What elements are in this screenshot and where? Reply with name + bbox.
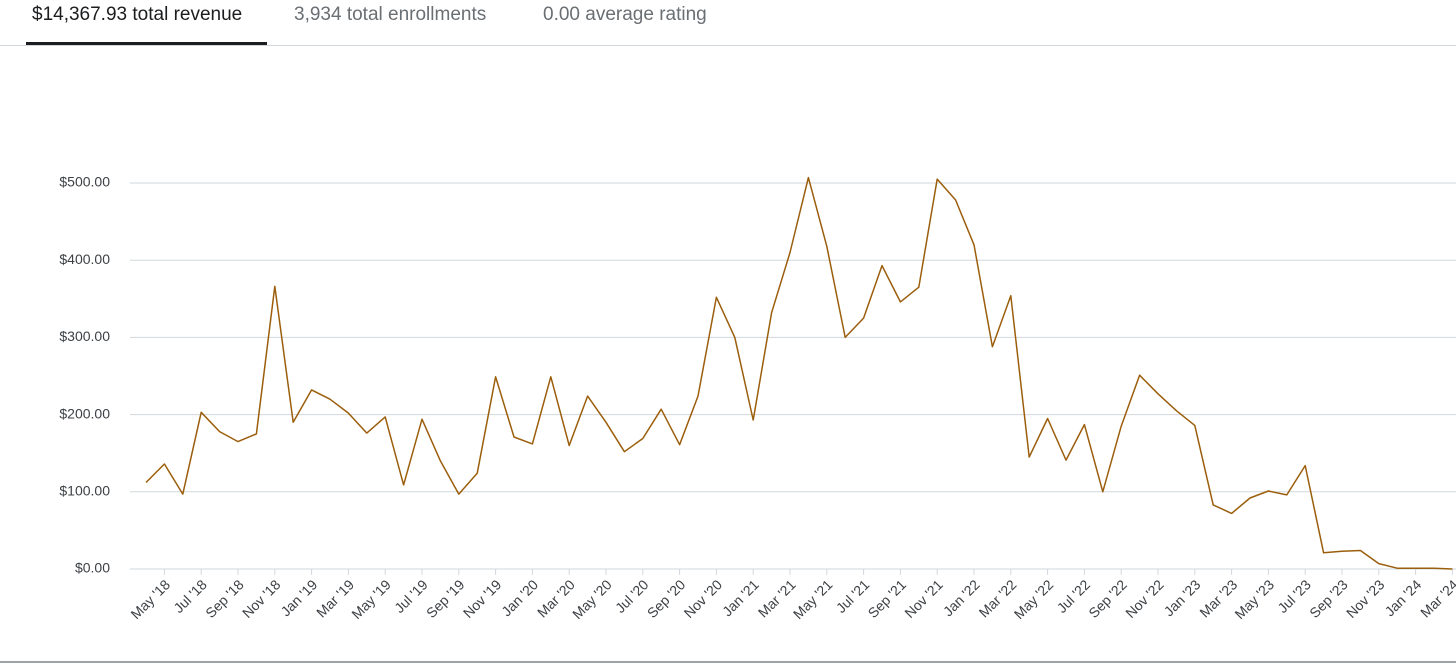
tab[interactable]: $14,367.93 total revenue <box>32 4 243 25</box>
x-tick-label: Nov '23 <box>1343 576 1388 621</box>
x-tick-label: Jan '20 <box>498 576 541 619</box>
x-tick-label: May '19 <box>348 576 394 622</box>
x-tick-label: May '23 <box>1231 576 1277 622</box>
x-tick-label: Jan '24 <box>1381 576 1424 619</box>
y-tick-label: $200.00 <box>59 405 110 421</box>
x-tick-label: Sep '20 <box>644 576 689 621</box>
x-tick-label: Nov '20 <box>681 576 726 621</box>
x-tick-label: Sep '22 <box>1085 576 1130 621</box>
y-tick-label: $0.00 <box>75 560 110 576</box>
y-tick-label: $400.00 <box>59 251 110 267</box>
y-tick-label: $100.00 <box>59 483 110 499</box>
chart: $0.00 $100.00 $200.00 $300.00 $400.00 $500.00… <box>59 174 1456 622</box>
x-tick-label: Nov '22 <box>1122 576 1167 621</box>
x-tick-label: Sep '19 <box>423 576 468 621</box>
x-tick-label: Jan '19 <box>277 576 320 619</box>
x-tick-label: May '20 <box>569 576 615 622</box>
tab-bar: $14,367.93 total revenue 3,934 total enr… <box>0 0 1456 46</box>
x-tick-label: Mar '24 <box>1417 576 1456 620</box>
tab[interactable]: 3,934 total enrollments <box>294 4 487 25</box>
y-tick-label: $500.00 <box>59 174 110 190</box>
x-tick-label: Sep '18 <box>202 576 247 621</box>
y-tick-label: $300.00 <box>59 328 110 344</box>
x-tick-label: May '18 <box>127 576 173 622</box>
x-tick-label: Jan '21 <box>719 576 762 619</box>
x-tick-label: Nov '21 <box>901 576 946 621</box>
divider <box>0 661 1456 663</box>
x-tick-label: Jan '22 <box>940 576 983 619</box>
x-tick-label: May '21 <box>790 576 836 622</box>
x-tick-label: May '22 <box>1011 576 1057 622</box>
x-tick-label: Sep '23 <box>1306 576 1351 621</box>
data-line <box>145 176 1453 570</box>
x-tick-label: Nov '18 <box>239 576 284 621</box>
x-tick-label: Nov '19 <box>460 576 505 621</box>
tab[interactable]: 0.00 average rating <box>543 4 707 25</box>
x-tick-label: Sep '21 <box>865 576 910 621</box>
x-tick-label: Jan '23 <box>1161 576 1204 619</box>
active-tab-indicator <box>26 42 267 45</box>
